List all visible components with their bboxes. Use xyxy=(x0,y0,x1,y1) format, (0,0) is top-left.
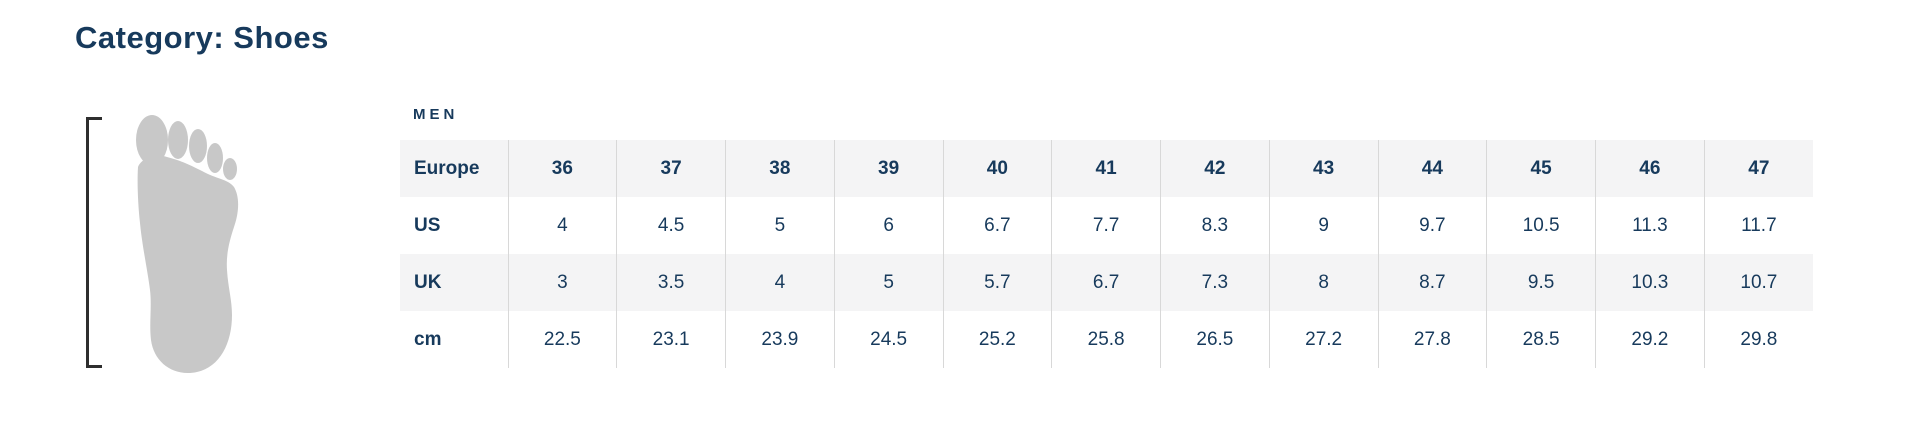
size-cell: 9 xyxy=(1268,197,1378,254)
size-cell: 10.7 xyxy=(1703,254,1813,311)
size-cell: 41 xyxy=(1051,140,1161,197)
size-cell: 43 xyxy=(1268,140,1378,197)
size-cell: 11.3 xyxy=(1595,197,1705,254)
row-label: cm xyxy=(414,328,442,350)
size-cell: 29.8 xyxy=(1703,311,1813,368)
size-cell: 5.7 xyxy=(942,254,1052,311)
table-row: US 4 4.5 5 6 6.7 7.7 8.3 9 9.7 10.5 11.3 11.7 xyxy=(400,197,1813,254)
size-cell: 27.8 xyxy=(1377,311,1487,368)
size-cell: 24.5 xyxy=(833,311,943,368)
row-label: Europe xyxy=(414,157,480,179)
page-title: Category: Shoes xyxy=(75,20,329,55)
size-cell: 28.5 xyxy=(1486,311,1596,368)
size-cell: 8.3 xyxy=(1160,197,1270,254)
size-cell: 7.3 xyxy=(1160,254,1270,311)
size-cell: 5 xyxy=(725,197,835,254)
size-cell: 46 xyxy=(1595,140,1705,197)
size-cell: 7.7 xyxy=(1051,197,1161,254)
size-cell: 11.7 xyxy=(1703,197,1813,254)
size-cell: 6 xyxy=(833,197,943,254)
size-cell: 38 xyxy=(725,140,835,197)
size-cell: 37 xyxy=(616,140,726,197)
size-cell: 45 xyxy=(1486,140,1596,197)
size-cell: 8 xyxy=(1268,254,1378,311)
size-cell: 36 xyxy=(507,140,617,197)
size-cell: 5 xyxy=(833,254,943,311)
size-cell: 23.1 xyxy=(616,311,726,368)
group-label: MEN xyxy=(413,106,459,123)
size-cell: 3 xyxy=(507,254,617,311)
size-cell: 25.8 xyxy=(1051,311,1161,368)
size-cell: 40 xyxy=(942,140,1052,197)
size-chart-table: Europe 36 37 38 39 40 41 42 43 44 45 46 47 US 4 4.5 5 6 6.… xyxy=(400,140,1813,368)
table-row: Europe 36 37 38 39 40 41 42 43 44 45 46 47 xyxy=(400,140,1813,197)
foot-outline-icon xyxy=(136,115,239,374)
size-cell: 25.2 xyxy=(942,311,1052,368)
size-chart-body: Europe 36 37 38 39 40 41 42 43 44 45 46 47 US 4 4.5 5 6 6.… xyxy=(400,140,1813,368)
table-row: cm 22.5 23.1 23.9 24.5 25.2 25.8 26.5 27.2 27.8 28… xyxy=(400,311,1813,368)
size-cell: 23.9 xyxy=(725,311,835,368)
size-chart-section: MEN Europe 36 37 38 39 40 41 42 43 44 45 46 47 US 4 4.5… xyxy=(400,107,1813,368)
size-cell: 4.5 xyxy=(616,197,726,254)
size-cell: 6.7 xyxy=(942,197,1052,254)
size-cell: 9.7 xyxy=(1377,197,1487,254)
foot-illustration xyxy=(0,0,300,441)
size-cell: 3.5 xyxy=(616,254,726,311)
size-cell: 39 xyxy=(833,140,943,197)
size-cell: 29.2 xyxy=(1595,311,1705,368)
size-cell: 26.5 xyxy=(1160,311,1270,368)
size-cell: 27.2 xyxy=(1268,311,1378,368)
size-cell: 22.5 xyxy=(507,311,617,368)
size-cell: 10.5 xyxy=(1486,197,1596,254)
row-label: UK xyxy=(414,271,442,293)
size-cell: 4 xyxy=(507,197,617,254)
size-cell: 42 xyxy=(1160,140,1270,197)
size-cell: 10.3 xyxy=(1595,254,1705,311)
size-cell: 9.5 xyxy=(1486,254,1596,311)
size-cell: 47 xyxy=(1703,140,1813,197)
measure-bracket xyxy=(86,117,102,368)
size-cell: 6.7 xyxy=(1051,254,1161,311)
table-row: UK 3 3.5 4 5 5.7 6.7 7.3 8 8.7 9.5 10.3 10.7 xyxy=(400,254,1813,311)
row-label: US xyxy=(414,214,441,236)
size-cell: 44 xyxy=(1377,140,1487,197)
size-cell: 8.7 xyxy=(1377,254,1487,311)
size-cell: 4 xyxy=(725,254,835,311)
